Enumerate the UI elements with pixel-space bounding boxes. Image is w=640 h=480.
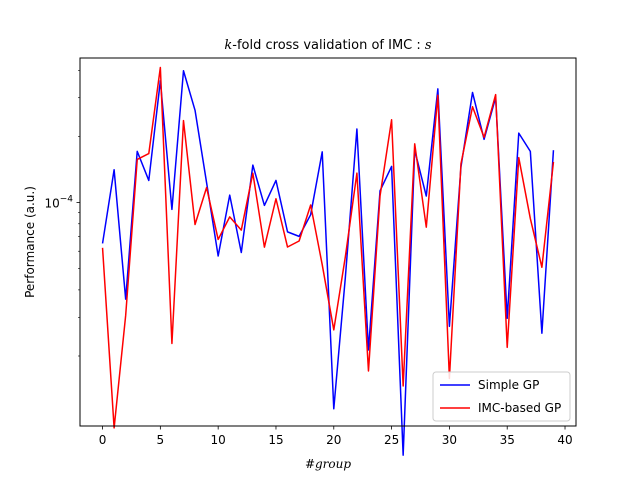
x-tick-label: 0 [99,433,107,447]
series-line-simple-gp [101,70,555,456]
plot-frame [79,57,577,427]
chart-title-s: s [425,38,432,53]
y-axis-label: Performance (a.u.) [23,186,37,298]
x-tick-label: 40 [557,433,572,447]
y-tick-label: 10−4 [44,195,73,211]
x-tick-label: 25 [384,433,399,447]
chart-title-main: -fold cross validation of IMC : [232,38,425,53]
legend-label-imc-based-gp: IMC-based GP [478,401,561,415]
x-tick-label: 35 [500,433,515,447]
legend: Simple GP IMC-based GP [432,371,571,422]
x-tick-label: 5 [157,433,165,447]
chart-title: k-fold cross validation of IMC : s [224,38,432,53]
x-tick-label: 20 [326,433,341,447]
x-axis-label: #group [305,457,351,471]
y-axis-ticks: 10−4 [44,69,80,357]
legend-label-simple-gp: Simple GP [478,378,539,392]
x-tick-label: 30 [442,433,457,447]
chart-title-k: k [224,38,232,53]
x-tick-label: 15 [268,433,283,447]
plot-lines [101,66,555,456]
x-tick-label: 10 [211,433,226,447]
series-line-imc-based-gp [101,66,555,429]
x-axis-ticks: 0 5 10 15 20 25 30 35 40 [99,426,573,447]
